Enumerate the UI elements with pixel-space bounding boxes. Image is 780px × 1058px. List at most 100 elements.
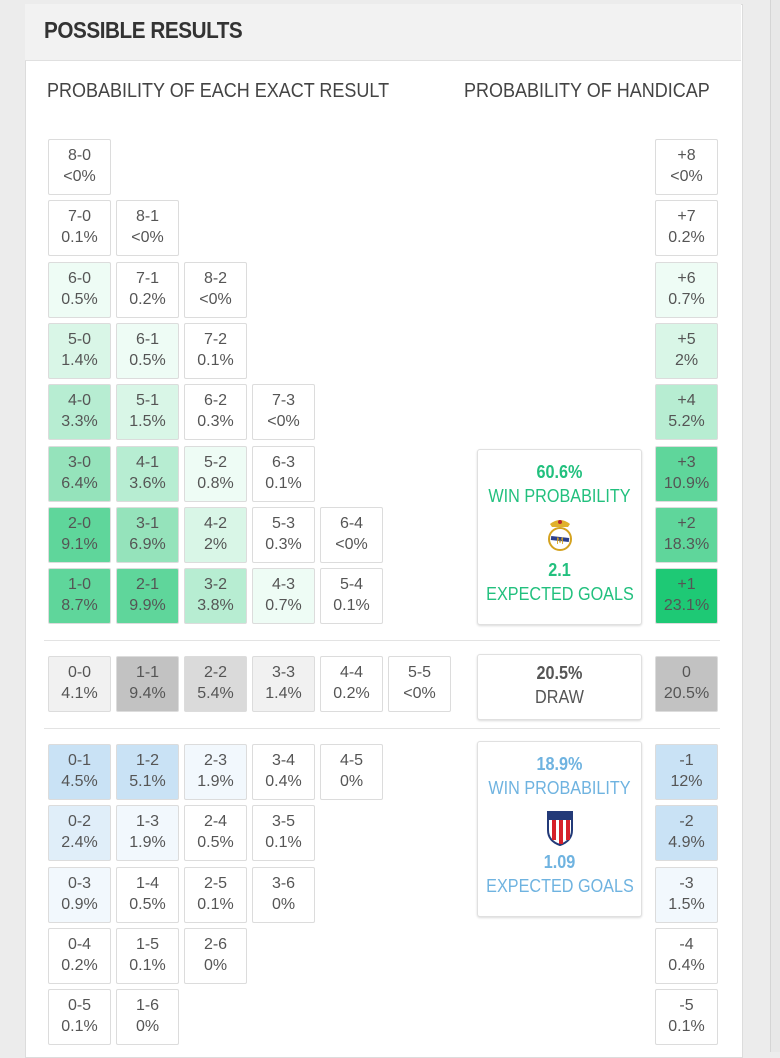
handicap-cell-away: -4 0.4% [655,928,718,984]
result-cell-home-win: 4-1 3.6% [116,446,179,502]
score-label: 2-2 [203,664,228,681]
probability-value: 0.5% [129,896,166,913]
score-label: 0 [682,664,691,681]
result-cell-home-win: 1-0 8.7% [48,568,111,624]
probability-value: 9.4% [129,685,166,702]
probability-value: 9.1% [61,536,98,553]
result-cell-away-win: 0-4 0.2% [48,928,111,984]
result-cell-away-win: 1-5 0.1% [116,928,179,984]
result-cell-home-win: 6-2 0.3% [184,384,247,440]
score-label: 7-1 [135,270,160,287]
probability-value: 6.9% [129,536,166,553]
result-cell-home-win: 6-3 0.1% [252,446,315,502]
score-label: 0-0 [67,664,92,681]
score-label: +4 [677,392,696,409]
handicap-cell-draw: 0 20.5% [655,656,718,712]
result-cell-home-win: 7-2 0.1% [184,323,247,379]
away-expected-goals-label: EXPECTED GOALS [486,876,634,896]
result-cell-draw: 5-5 <0% [388,656,451,712]
result-cell-home-win: 7-1 0.2% [116,262,179,318]
handicap-cell-home: +4 5.2% [655,384,718,440]
score-label: 3-3 [271,664,296,681]
score-label: 1-2 [135,752,160,769]
result-cell-away-win: 2-4 0.5% [184,805,247,861]
probability-value: 3.3% [61,413,98,430]
probability-value: <0% [335,536,368,553]
score-label: 3-5 [271,813,296,830]
score-label: 6-1 [135,331,160,348]
probability-value: 9.9% [129,597,166,614]
probability-value: 0.1% [61,229,98,246]
probability-value: 0.2% [129,291,166,308]
probability-value: 0.5% [197,834,234,851]
probability-value: 4.1% [61,685,98,702]
home-win-probability: 60.6% [536,462,583,482]
away-summary-card: 18.9% WIN PROBABILITY 1.09 EXPECTED GOAL… [477,741,642,917]
result-cell-home-win: 5-0 1.4% [48,323,111,379]
score-label: +8 [677,147,696,164]
score-label: +7 [677,208,696,225]
result-cell-away-win: 4-5 0% [320,744,383,800]
probability-value: 20.5% [663,685,710,702]
result-cell-home-win: 7-3 <0% [252,384,315,440]
score-label: 4-1 [135,454,160,471]
result-cell-home-win: 4-0 3.3% [48,384,111,440]
draw-probability: 20.5% [536,663,583,683]
handicap-cell-home: +5 2% [655,323,718,379]
handicap-cell-home: +7 0.2% [655,200,718,256]
score-label: 6-4 [339,515,364,532]
draw-label: DRAW [535,687,584,707]
score-label: 0-3 [67,875,92,892]
result-cell-draw: 0-0 4.1% [48,656,111,712]
score-label: 7-3 [271,392,296,409]
probability-value: 0% [203,957,228,974]
probability-value: 0% [135,1018,160,1035]
probability-value: 3.6% [129,475,166,492]
score-label: 2-3 [203,752,228,769]
probability-value: 0.1% [197,896,234,913]
result-cell-home-win: 3-1 6.9% [116,507,179,563]
probability-value: <0% [267,413,300,430]
probability-value: 0.3% [197,413,234,430]
probability-value: 0.1% [265,475,302,492]
result-cell-away-win: 0-3 0.9% [48,867,111,923]
handicap-cell-away: -5 0.1% [655,989,718,1045]
probability-value: 23.1% [663,597,710,614]
svg-text:M: M [556,537,564,547]
result-cell-home-win: 3-2 3.8% [184,568,247,624]
probability-value: 4.5% [61,773,98,790]
result-cell-away-win: 0-5 0.1% [48,989,111,1045]
result-cell-home-win: 5-3 0.3% [252,507,315,563]
result-cell-home-win: 8-0 <0% [48,139,111,195]
probability-value: 1.9% [129,834,166,851]
result-cell-away-win: 1-3 1.9% [116,805,179,861]
score-label: 3-4 [271,752,296,769]
probability-value: 0.1% [129,957,166,974]
result-cell-away-win: 1-6 0% [116,989,179,1045]
score-label: 2-0 [67,515,92,532]
probability-value: 0.1% [668,1018,705,1035]
score-label: -1 [679,752,694,769]
probability-value: 1.5% [129,413,166,430]
probability-value: 1.4% [61,352,98,369]
score-label: +3 [677,454,696,471]
handicap-cell-home: +1 23.1% [655,568,718,624]
probability-value: 0.1% [333,597,370,614]
probability-value: 3.8% [197,597,234,614]
probability-value: 6.4% [61,475,98,492]
score-label: 1-4 [135,875,160,892]
probability-value: 0.7% [668,291,705,308]
probability-value: 0% [271,896,296,913]
result-cell-home-win: 3-0 6.4% [48,446,111,502]
score-label: 6-0 [67,270,92,287]
score-label: 1-5 [135,936,160,953]
score-label: 6-2 [203,392,228,409]
probability-value: <0% [670,168,703,185]
handicap-cell-home: +8 <0% [655,139,718,195]
score-label: 5-3 [271,515,296,532]
score-label: 2-5 [203,875,228,892]
result-cell-away-win: 3-5 0.1% [252,805,315,861]
exact-result-heading: PROBABILITY OF EACH EXACT RESULT [47,80,390,102]
result-cell-away-win: 3-4 0.4% [252,744,315,800]
score-label: 5-4 [339,576,364,593]
